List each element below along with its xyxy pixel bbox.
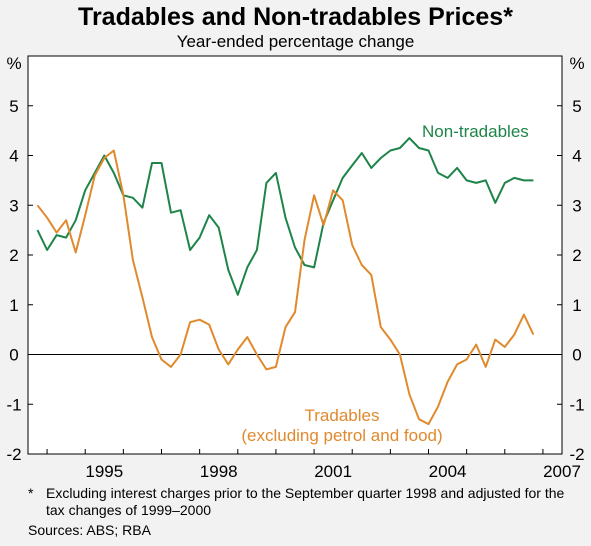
x-tick-label: 2007 bbox=[543, 462, 581, 481]
y-tick-label-left: 4 bbox=[9, 147, 18, 166]
y-unit-label-right: % bbox=[569, 54, 584, 73]
y-tick-label-left: -1 bbox=[6, 395, 21, 414]
series-line-tradables bbox=[36, 149, 535, 426]
series-label-tradables: Tradables bbox=[305, 406, 380, 425]
y-tick-label-right: 1 bbox=[572, 296, 581, 315]
y-tick-label-left: -2 bbox=[6, 445, 21, 464]
footnote-marker: * bbox=[28, 485, 34, 501]
series-line-non-tradables bbox=[36, 137, 534, 296]
series-label-tradables-detail: (excluding petrol and food) bbox=[241, 426, 442, 445]
y-tick-label-right: -2 bbox=[569, 445, 584, 464]
y-tick-label-right: 3 bbox=[572, 196, 581, 215]
chart-title: Tradables and Non-tradables Prices* bbox=[78, 3, 513, 31]
y-tick-label-left: 1 bbox=[9, 296, 18, 315]
plot-frame bbox=[27, 55, 563, 455]
x-tick-label: 1998 bbox=[200, 462, 238, 481]
chart-subtitle: Year-ended percentage change bbox=[176, 32, 415, 51]
y-tick-label-right: 2 bbox=[572, 246, 581, 265]
footnote: * Excluding interest charges prior to th… bbox=[28, 485, 568, 519]
y-tick-label-left: 5 bbox=[9, 97, 18, 116]
y-tick-label-left: 0 bbox=[9, 346, 18, 365]
y-tick-label-right: 0 bbox=[572, 346, 581, 365]
series-label-non-tradables: Non-tradables bbox=[422, 122, 529, 141]
y-tick-label-right: 5 bbox=[572, 97, 581, 116]
y-unit-label-left: % bbox=[6, 54, 21, 73]
x-tick-label: 2001 bbox=[314, 462, 352, 481]
y-tick-label-right: -1 bbox=[569, 395, 584, 414]
y-tick-label-left: 2 bbox=[9, 246, 18, 265]
footnote-text: Excluding interest charges prior to the … bbox=[46, 485, 565, 518]
x-tick-label: 1995 bbox=[85, 462, 123, 481]
y-tick-label-left: 3 bbox=[9, 196, 18, 215]
x-tick-label: 2004 bbox=[429, 462, 467, 481]
y-tick-label-right: 4 bbox=[572, 147, 581, 166]
sources-note: Sources: ABS; RBA bbox=[28, 522, 151, 538]
